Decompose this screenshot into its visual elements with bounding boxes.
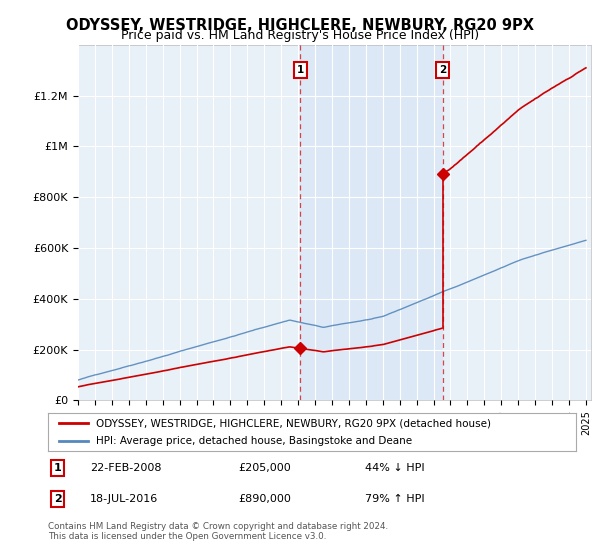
Text: Price paid vs. HM Land Registry's House Price Index (HPI): Price paid vs. HM Land Registry's House …	[121, 29, 479, 42]
Text: £890,000: £890,000	[238, 494, 291, 505]
Text: 1: 1	[296, 65, 304, 75]
Text: 18-JUL-2016: 18-JUL-2016	[90, 494, 158, 505]
Text: ODYSSEY, WESTRIDGE, HIGHCLERE, NEWBURY, RG20 9PX (detached house): ODYSSEY, WESTRIDGE, HIGHCLERE, NEWBURY, …	[95, 418, 491, 428]
Text: HPI: Average price, detached house, Basingstoke and Deane: HPI: Average price, detached house, Basi…	[95, 436, 412, 446]
Bar	[301, 45, 443, 400]
Text: 44% ↓ HPI: 44% ↓ HPI	[365, 463, 424, 473]
Text: ODYSSEY, WESTRIDGE, HIGHCLERE, NEWBURY, RG20 9PX: ODYSSEY, WESTRIDGE, HIGHCLERE, NEWBURY, …	[66, 18, 534, 33]
Text: 2: 2	[439, 65, 446, 75]
Text: 1: 1	[53, 463, 61, 473]
Text: £205,000: £205,000	[238, 463, 291, 473]
Text: 22-FEB-2008: 22-FEB-2008	[90, 463, 162, 473]
Text: 2: 2	[53, 494, 61, 505]
Text: Contains HM Land Registry data © Crown copyright and database right 2024.
This d: Contains HM Land Registry data © Crown c…	[48, 522, 388, 542]
Text: 79% ↑ HPI: 79% ↑ HPI	[365, 494, 424, 505]
